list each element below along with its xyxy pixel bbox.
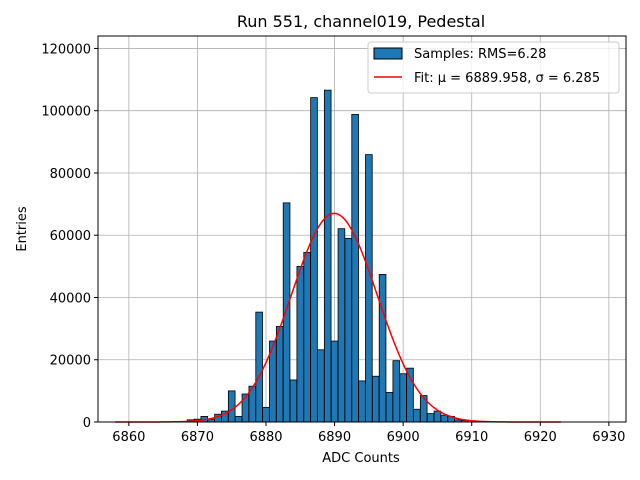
histogram-bar (344, 237, 353, 423)
x-tick-label: 6920 (524, 430, 557, 445)
x-tick-label: 6880 (249, 430, 282, 445)
chart-title: Run 551, channel019, Pedestal (237, 12, 485, 31)
histogram-bar (337, 228, 346, 423)
histogram-bar (310, 97, 318, 423)
x-tick-label: 6890 (318, 430, 351, 445)
histogram-bar (385, 392, 394, 423)
y-tick-label: 20000 (50, 354, 91, 369)
legend-label-fit: Fit: μ = 6889.958, σ = 6.285 (414, 71, 600, 86)
histogram-bar (440, 414, 449, 423)
y-tick-label: 0 (83, 416, 91, 431)
histogram-bar (234, 415, 243, 423)
x-tick-label: 6870 (181, 430, 214, 445)
x-tick-label: 6930 (592, 430, 625, 445)
histogram-bar (399, 373, 407, 423)
histogram-bar (282, 202, 291, 423)
y-tick-label: 60000 (50, 229, 91, 244)
legend-swatch-samples (373, 47, 403, 60)
histogram-bar (323, 89, 332, 423)
histogram-bar (392, 360, 401, 423)
x-axis-ticks: 6860 6870 6880 6890 6900 6910 6920 6930 (112, 422, 625, 445)
legend-label-samples: Samples: RMS=6.28 (414, 47, 546, 62)
x-tick-label: 6910 (455, 430, 488, 445)
histogram-bar (433, 410, 442, 423)
bars (186, 89, 469, 423)
histogram-bar (378, 274, 387, 423)
histogram-bar (296, 265, 305, 423)
y-axis-label: Entries (15, 206, 30, 252)
x-axis-label: ADC Counts (322, 451, 400, 466)
axes-frame (97, 35, 627, 423)
histogram-bar (426, 413, 435, 423)
legend-box (367, 41, 620, 94)
x-tick-label: 6900 (387, 430, 420, 445)
histogram-bar (365, 154, 373, 423)
histogram-bar (262, 406, 270, 423)
histogram-bar (303, 251, 311, 423)
histogram-bar (351, 114, 359, 423)
histogram-bar (275, 326, 284, 423)
histogram-bar (413, 408, 421, 423)
x-tick-label: 6860 (112, 430, 145, 445)
histogram-bar (227, 390, 236, 423)
y-tick-label: 120000 (41, 42, 91, 57)
histogram-bar (330, 340, 339, 423)
histogram-bar (371, 375, 380, 423)
histogram-bar (358, 380, 366, 423)
histogram-bar (255, 311, 263, 423)
histogram-bar (289, 379, 298, 423)
y-tick-label: 80000 (50, 167, 91, 182)
y-tick-label: 100000 (41, 105, 91, 120)
histogram-bar (317, 349, 325, 423)
y-axis-ticks: 0 20000 40000 60000 80000 100000 120000 (41, 42, 98, 431)
legend: Samples: RMS=6.28 Fit: μ = 6889.958, σ =… (367, 41, 620, 94)
y-tick-label: 40000 (50, 291, 91, 306)
